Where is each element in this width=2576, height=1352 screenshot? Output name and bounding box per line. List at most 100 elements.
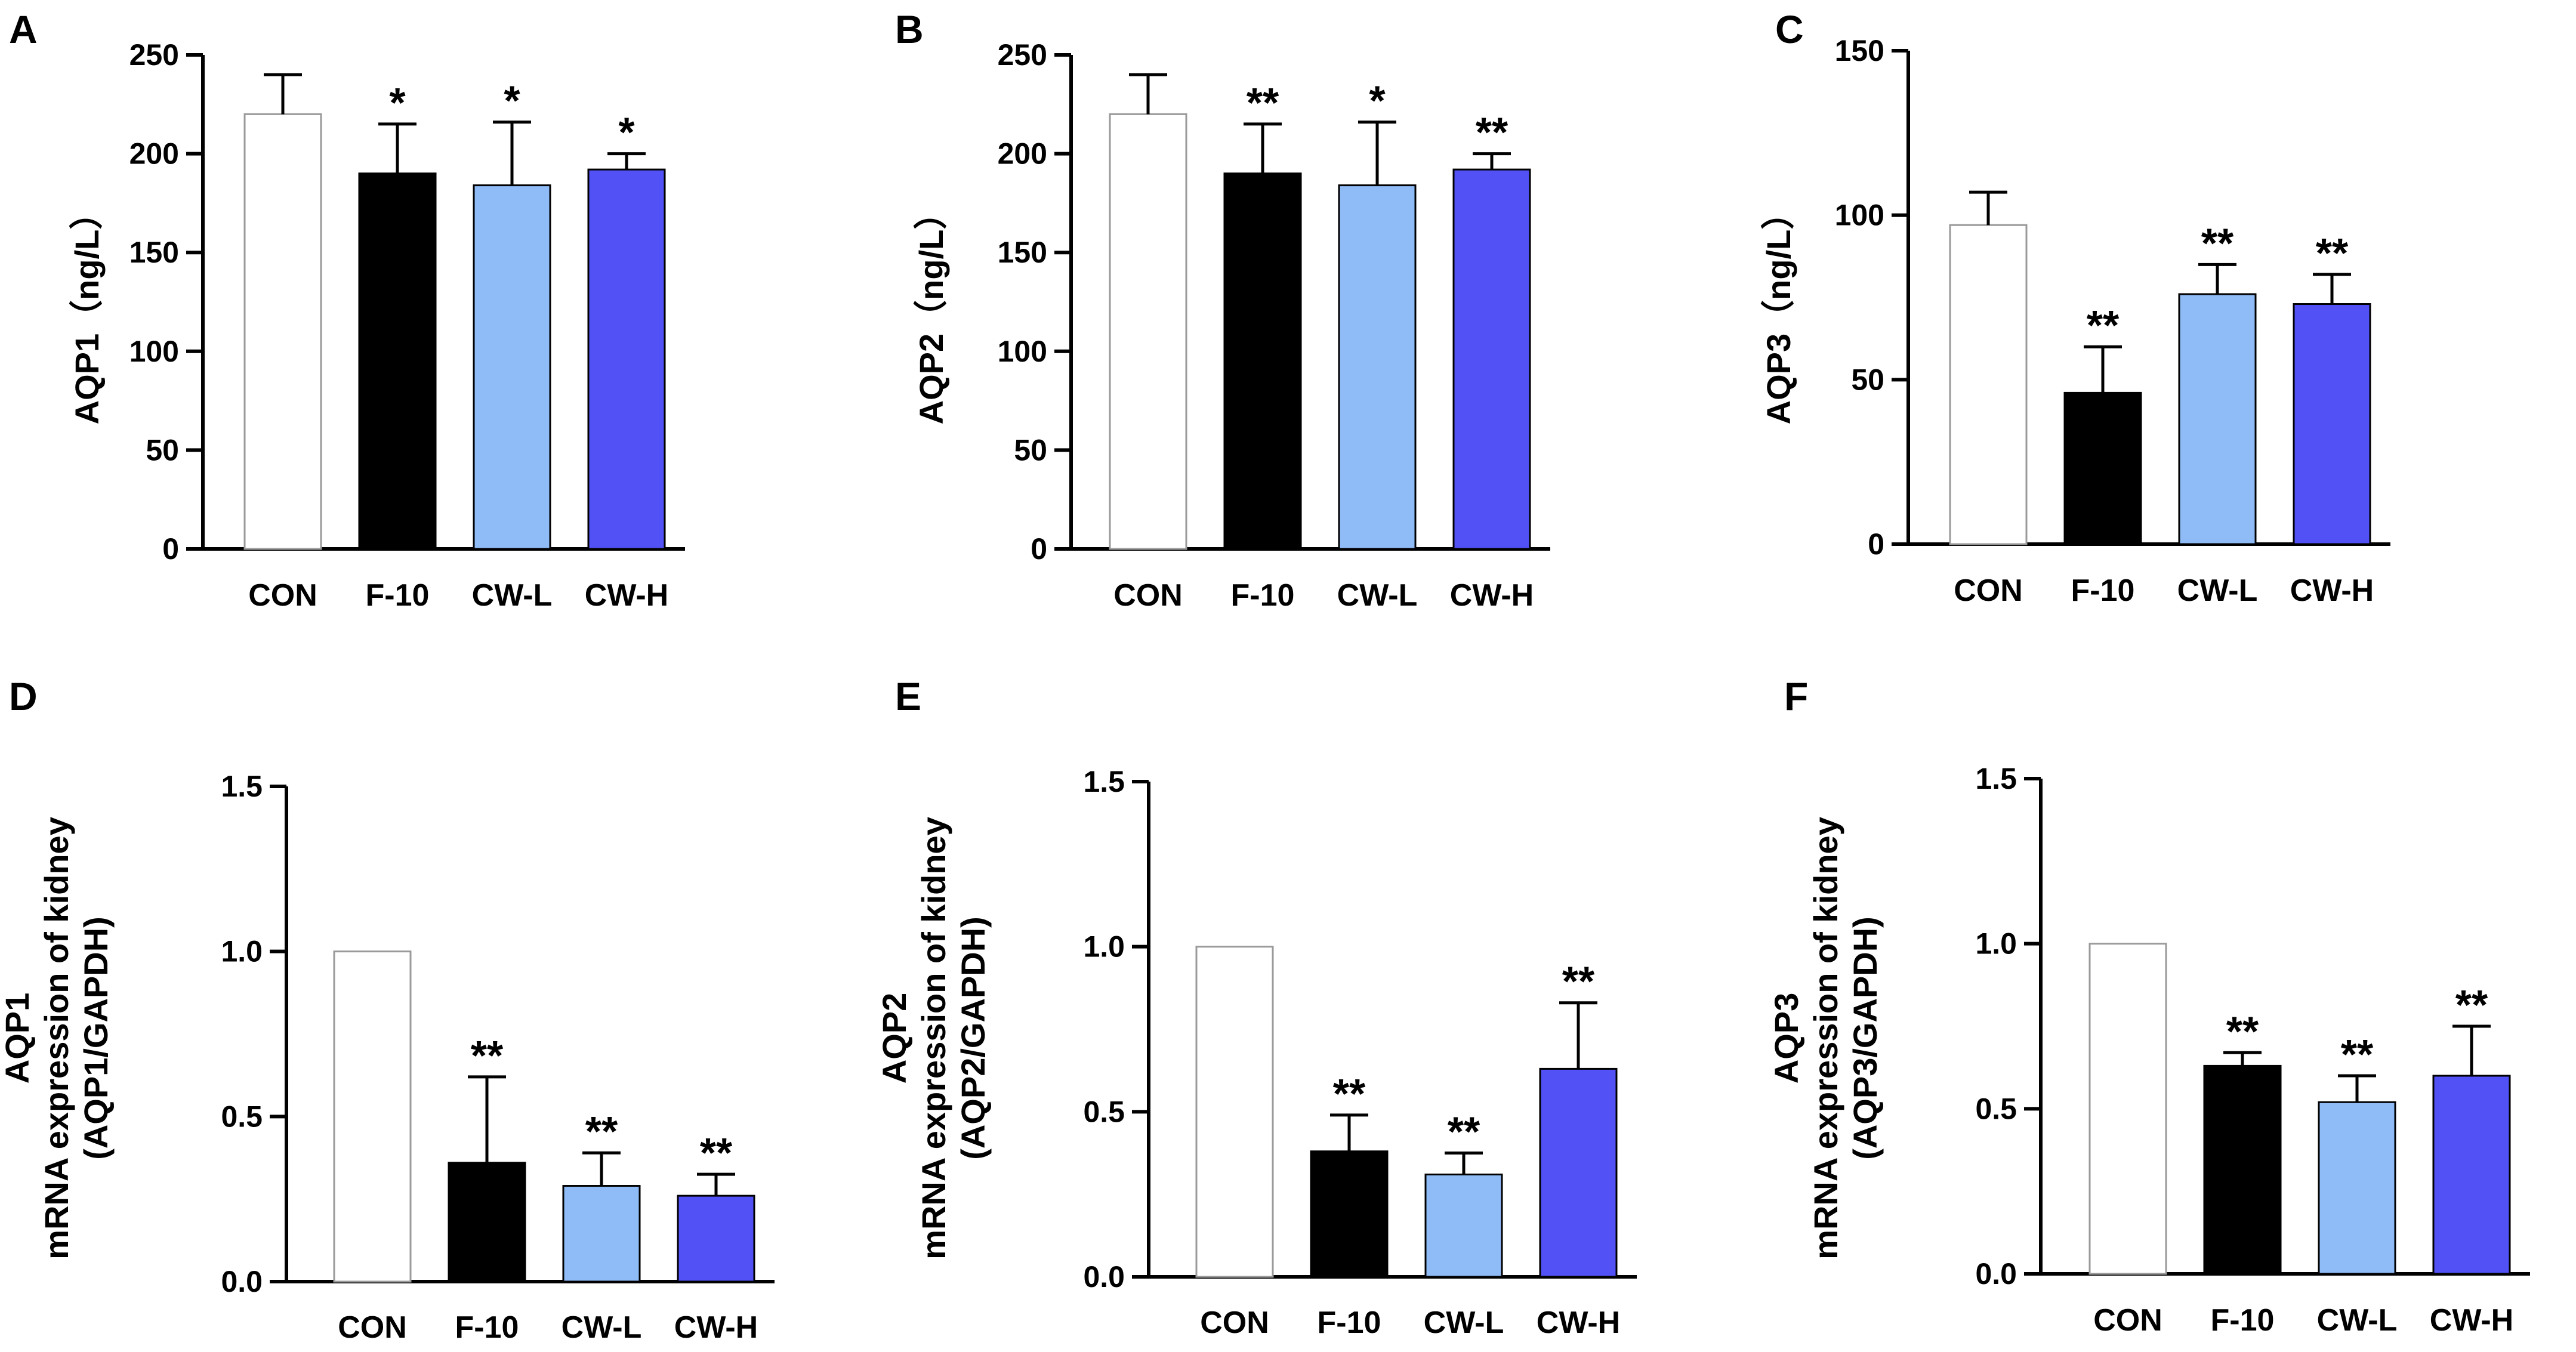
category-label-b-f-10: F-10 <box>1231 578 1295 613</box>
y-tick-label-d: 1.0 <box>221 935 263 968</box>
category-label-a-cw-h: CW-H <box>585 578 668 613</box>
y-axis-title-line-f: (AQP3/GAPDH) <box>1846 916 1884 1160</box>
chart-panel-b: B 0 50 100 150 200 250 CON ** F-10 * CW-L ** CW-H AQP2… <box>895 7 1550 613</box>
bar-f-cw-h <box>2432 1075 2511 1275</box>
significance-mark-b-cw-l: * <box>1369 78 1386 124</box>
y-tick-label-c: 150 <box>1835 34 1884 67</box>
category-label-e-cw-h: CW-H <box>1537 1305 1620 1340</box>
y-tick-label-b: 150 <box>998 236 1047 269</box>
y-axis-title-line-d: mRNA expression of kidney <box>38 817 75 1260</box>
y-tick-label-e: 1.0 <box>1083 930 1125 964</box>
bar-b-cw-h <box>1452 168 1531 550</box>
y-axis-title-line-e: AQP2 <box>875 993 913 1084</box>
category-label-c-con: CON <box>1954 573 2023 608</box>
bar-e-cw-l <box>1424 1173 1503 1278</box>
panel-letter-f: F <box>1784 674 1808 718</box>
y-tick-label-a: 100 <box>129 335 179 368</box>
significance-mark-a-cw-l: * <box>504 78 520 124</box>
bar-f-con <box>2088 943 2167 1275</box>
y-axis-title-line-e: mRNA expression of kidney <box>915 817 952 1260</box>
bar-c-f-10 <box>2063 391 2142 545</box>
significance-mark-f-cw-l: ** <box>2341 1031 2374 1078</box>
category-label-b-cw-h: CW-H <box>1450 578 1534 613</box>
bar-a-cw-l <box>473 184 551 550</box>
bar-b-con <box>1109 113 1187 550</box>
y-axis-title-c: AQP3（ng/L） <box>1760 196 1797 425</box>
panel-letter-c: C <box>1775 7 1804 51</box>
significance-mark-a-f-10: * <box>389 79 406 126</box>
y-axis-title-line-f: mRNA expression of kidney <box>1807 817 1844 1260</box>
significance-mark-a-cw-h: * <box>618 109 635 156</box>
panel-letter-b: B <box>895 7 924 51</box>
category-label-f-con: CON <box>2093 1303 2162 1338</box>
category-label-e-cw-l: CW-L <box>1424 1305 1504 1340</box>
y-tick-label-b: 0 <box>1031 532 1047 566</box>
bar-d-cw-h <box>677 1194 755 1283</box>
category-label-a-f-10: F-10 <box>366 578 430 613</box>
category-label-a-cw-l: CW-L <box>472 578 553 613</box>
category-label-f-cw-l: CW-L <box>2317 1303 2398 1338</box>
y-axis-title-line-d: (AQP1/GAPDH) <box>77 916 115 1160</box>
chart-panel-a: A 0 50 100 150 200 250 CON * F-10 * CW-L * CW-H AQP1（n… <box>9 7 685 613</box>
panel-letter-d: D <box>9 674 38 718</box>
panel-letter-a: A <box>9 7 38 51</box>
y-axis-title-f: AQP3mRNA expression of kidney(AQP3/GAPDH… <box>1767 817 1884 1260</box>
y-tick-label-c: 100 <box>1835 199 1884 232</box>
y-tick-label-b: 50 <box>1014 433 1047 467</box>
category-label-e-con: CON <box>1200 1305 1269 1340</box>
category-label-a-con: CON <box>248 578 317 613</box>
category-label-d-f-10: F-10 <box>455 1310 519 1345</box>
category-label-d-cw-h: CW-H <box>674 1310 758 1345</box>
chart-panel-c: C 0 50 100 150 CON ** F-10 ** CW-L ** CW-H AQP3（ng/L… <box>1760 7 2390 608</box>
bar-e-f-10 <box>1310 1150 1389 1278</box>
category-label-f-cw-h: CW-H <box>2430 1303 2513 1338</box>
bar-a-cw-h <box>587 168 666 550</box>
y-axis-title-e: AQP2mRNA expression of kidney(AQP2/GAPDH… <box>875 817 992 1260</box>
significance-mark-e-cw-h: ** <box>1562 958 1595 1005</box>
y-axis-title-line-e: (AQP2/GAPDH) <box>954 916 992 1160</box>
category-label-c-cw-h: CW-H <box>2290 573 2374 608</box>
category-label-e-f-10: F-10 <box>1318 1305 1381 1340</box>
category-label-b-con: CON <box>1113 578 1183 613</box>
y-axis-title-line-c: AQP3（ng/L） <box>1760 196 1797 425</box>
category-label-f-f-10: F-10 <box>2211 1303 2275 1338</box>
chart-panel-e: E 0.0 0.5 1.0 1.5 CON ** F-10 ** CW-L ** CW-H AQP2mR… <box>875 674 1637 1340</box>
category-label-c-f-10: F-10 <box>2071 573 2135 608</box>
y-tick-label-b: 100 <box>998 335 1047 368</box>
category-label-c-cw-l: CW-L <box>2177 573 2258 608</box>
significance-mark-c-cw-h: ** <box>2316 230 2349 276</box>
y-tick-label-f: 1.5 <box>1975 762 2017 795</box>
y-tick-label-a: 150 <box>129 236 179 269</box>
significance-mark-d-f-10: ** <box>471 1032 504 1079</box>
significance-mark-b-f-10: ** <box>1247 79 1279 126</box>
y-tick-label-f: 0.0 <box>1975 1257 2017 1291</box>
y-tick-label-d: 0.5 <box>221 1100 263 1133</box>
y-tick-label-e: 1.5 <box>1083 765 1125 798</box>
bar-b-cw-l <box>1338 184 1417 550</box>
significance-mark-f-cw-h: ** <box>2455 981 2488 1028</box>
chart-panel-f: F 0.0 0.5 1.0 1.5 CON ** F-10 ** CW-L ** CW-H AQP3mR… <box>1767 674 2530 1338</box>
significance-mark-e-cw-l: ** <box>1448 1109 1480 1155</box>
bar-b-f-10 <box>1223 172 1302 550</box>
significance-mark-d-cw-h: ** <box>700 1129 733 1176</box>
significance-mark-b-cw-h: ** <box>1476 109 1508 156</box>
category-label-d-cw-l: CW-L <box>562 1310 642 1345</box>
y-axis-title-line-a: AQP1（ng/L） <box>68 196 106 425</box>
bar-d-cw-l <box>562 1185 641 1283</box>
significance-mark-e-f-10: ** <box>1333 1070 1366 1117</box>
bar-c-cw-h <box>2293 303 2371 545</box>
bar-a-con <box>243 113 322 550</box>
y-tick-label-c: 0 <box>1868 527 1884 561</box>
y-tick-label-d: 1.5 <box>221 770 263 803</box>
y-tick-label-e: 0.5 <box>1083 1095 1125 1128</box>
y-tick-label-a: 200 <box>129 137 179 171</box>
y-tick-label-a: 250 <box>129 38 179 72</box>
y-axis-title-b: AQP2（ng/L） <box>912 196 950 425</box>
bar-e-con <box>1195 946 1274 1278</box>
y-axis-title-line-d: AQP1 <box>0 993 36 1084</box>
y-tick-label-a: 50 <box>146 433 179 467</box>
y-axis-title-line-b: AQP2（ng/L） <box>912 196 950 425</box>
y-tick-label-f: 1.0 <box>1975 927 2017 961</box>
bar-d-con <box>333 950 412 1283</box>
